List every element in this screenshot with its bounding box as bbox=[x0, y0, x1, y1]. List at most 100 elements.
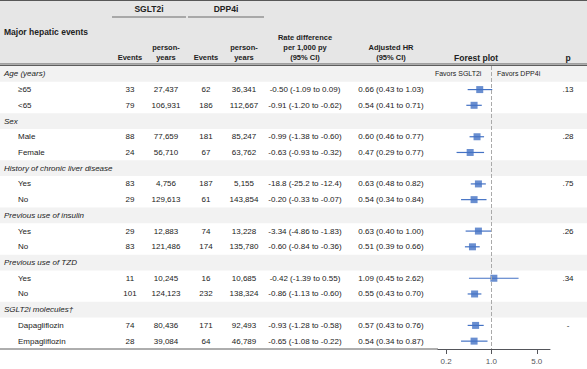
svg-text:-0.20 (-0.33 to -0.07): -0.20 (-0.33 to -0.07) bbox=[268, 195, 342, 204]
svg-text:.13: .13 bbox=[562, 85, 574, 94]
svg-text:4,756: 4,756 bbox=[156, 179, 177, 188]
svg-text:121,486: 121,486 bbox=[152, 242, 181, 251]
svg-text:10,685: 10,685 bbox=[232, 274, 257, 283]
svg-text:129,613: 129,613 bbox=[152, 195, 181, 204]
svg-text:0.54 (0.34 to 0.84): 0.54 (0.34 to 0.84) bbox=[358, 195, 424, 204]
svg-text:Events: Events bbox=[118, 53, 143, 62]
svg-text:79: 79 bbox=[126, 101, 135, 110]
svg-text:SGLT2i: SGLT2i bbox=[134, 4, 163, 14]
svg-text:0.47 (0.29 to 0.77): 0.47 (0.29 to 0.77) bbox=[358, 148, 424, 157]
svg-text:0.51 (0.39 to 0.66): 0.51 (0.39 to 0.66) bbox=[358, 242, 424, 251]
svg-text:Rate difference: Rate difference bbox=[278, 33, 332, 42]
svg-text:SGLT2i molecules†: SGLT2i molecules† bbox=[4, 305, 74, 314]
svg-text:per 1,000 py: per 1,000 py bbox=[283, 43, 327, 52]
svg-text:(95% CI): (95% CI) bbox=[290, 53, 320, 62]
svg-text:101: 101 bbox=[123, 289, 137, 298]
svg-text:0.66 (0.43 to 1.03): 0.66 (0.43 to 1.03) bbox=[358, 85, 424, 94]
svg-text:Yes: Yes bbox=[18, 227, 31, 236]
svg-text:63,762: 63,762 bbox=[232, 148, 257, 157]
svg-text:74: 74 bbox=[202, 227, 211, 236]
svg-text:.28: .28 bbox=[562, 132, 574, 141]
svg-text:11: 11 bbox=[126, 274, 135, 283]
svg-text:Previous use of insulin: Previous use of insulin bbox=[4, 211, 85, 220]
svg-text:.34: .34 bbox=[562, 274, 574, 283]
svg-text:13,228: 13,228 bbox=[232, 227, 257, 236]
svg-text:0.60 (0.46 to 0.77): 0.60 (0.46 to 0.77) bbox=[358, 132, 424, 141]
svg-text:85,247: 85,247 bbox=[232, 132, 257, 141]
svg-text:No: No bbox=[18, 289, 29, 298]
svg-text:No: No bbox=[18, 195, 29, 204]
svg-text:<65: <65 bbox=[18, 101, 32, 110]
svg-text:74: 74 bbox=[126, 321, 135, 330]
svg-text:0.63 (0.40 to 1.00): 0.63 (0.40 to 1.00) bbox=[358, 227, 424, 236]
svg-text:124,123: 124,123 bbox=[152, 289, 181, 298]
svg-text:5.0: 5.0 bbox=[531, 357, 543, 366]
svg-text:0.2: 0.2 bbox=[441, 357, 453, 366]
svg-text:77,659: 77,659 bbox=[154, 132, 179, 141]
svg-text:29: 29 bbox=[126, 195, 135, 204]
svg-text:62: 62 bbox=[202, 85, 211, 94]
svg-text:Dapagliflozin: Dapagliflozin bbox=[18, 321, 64, 330]
svg-text:Male: Male bbox=[18, 132, 36, 141]
svg-text:-0.93 (-1.28 to -0.58): -0.93 (-1.28 to -0.58) bbox=[268, 321, 342, 330]
svg-text:12,883: 12,883 bbox=[154, 227, 179, 236]
svg-text:10,245: 10,245 bbox=[154, 274, 179, 283]
svg-text:143,854: 143,854 bbox=[230, 195, 259, 204]
svg-text:-0.91 (-1.20 to -0.62): -0.91 (-1.20 to -0.62) bbox=[268, 101, 342, 110]
svg-text:Sex: Sex bbox=[4, 117, 19, 126]
svg-text:39,084: 39,084 bbox=[154, 337, 179, 346]
svg-text:232: 232 bbox=[199, 289, 213, 298]
svg-text:-0.60 (-0.84 to -0.36): -0.60 (-0.84 to -0.36) bbox=[268, 242, 342, 251]
svg-text:106,931: 106,931 bbox=[152, 101, 181, 110]
svg-text:-0.50 (-1.09 to 0.09): -0.50 (-1.09 to 0.09) bbox=[270, 85, 341, 94]
svg-text:67: 67 bbox=[202, 148, 211, 157]
svg-text:person-: person- bbox=[230, 43, 258, 52]
svg-text:135,780: 135,780 bbox=[230, 242, 259, 251]
svg-text:187: 187 bbox=[199, 179, 213, 188]
svg-text:DPP4i: DPP4i bbox=[214, 4, 239, 14]
svg-text:28: 28 bbox=[126, 337, 135, 346]
svg-text:-0.65 (-1.08 to -0.22): -0.65 (-1.08 to -0.22) bbox=[268, 337, 342, 346]
svg-text:83: 83 bbox=[126, 179, 135, 188]
svg-text:181: 181 bbox=[199, 132, 213, 141]
svg-text:-0.99 (-1.38 to -0.60): -0.99 (-1.38 to -0.60) bbox=[268, 132, 342, 141]
svg-text:80,436: 80,436 bbox=[154, 321, 179, 330]
svg-text:92,493: 92,493 bbox=[232, 321, 257, 330]
svg-text:p: p bbox=[565, 53, 570, 63]
svg-text:years: years bbox=[156, 53, 176, 62]
svg-text:0.54 (0.34 to 0.87): 0.54 (0.34 to 0.87) bbox=[358, 337, 424, 346]
svg-text:64: 64 bbox=[202, 337, 211, 346]
svg-text:Female: Female bbox=[18, 148, 45, 157]
svg-text:Major hepatic events: Major hepatic events bbox=[4, 27, 88, 37]
svg-text:-18.8 (-25.2 to -12.4): -18.8 (-25.2 to -12.4) bbox=[268, 179, 342, 188]
svg-text:5,155: 5,155 bbox=[234, 179, 255, 188]
svg-text:(95% CI): (95% CI) bbox=[376, 53, 406, 62]
svg-text:.26: .26 bbox=[562, 227, 574, 236]
svg-text:1.09 (0.45 to 2.62): 1.09 (0.45 to 2.62) bbox=[358, 274, 424, 283]
svg-text:1.0: 1.0 bbox=[486, 357, 498, 366]
svg-text:61: 61 bbox=[202, 195, 211, 204]
svg-text:88: 88 bbox=[126, 132, 135, 141]
svg-text:46,789: 46,789 bbox=[232, 337, 257, 346]
svg-text:person-: person- bbox=[152, 43, 180, 52]
svg-text:24: 24 bbox=[126, 148, 135, 157]
svg-text:16: 16 bbox=[202, 274, 211, 283]
svg-text:33: 33 bbox=[126, 85, 135, 94]
svg-text:.75: .75 bbox=[562, 179, 574, 188]
svg-text:-3.34 (-4.86 to -1.83): -3.34 (-4.86 to -1.83) bbox=[268, 227, 342, 236]
svg-text:0.63 (0.48 to 0.82): 0.63 (0.48 to 0.82) bbox=[358, 179, 424, 188]
svg-text:History of chronic liver disea: History of chronic liver disease bbox=[4, 164, 113, 173]
svg-text:56,710: 56,710 bbox=[154, 148, 179, 157]
svg-text:186: 186 bbox=[199, 101, 213, 110]
svg-text:36,341: 36,341 bbox=[232, 85, 257, 94]
svg-text:0.57 (0.43 to 0.76): 0.57 (0.43 to 0.76) bbox=[358, 321, 424, 330]
svg-text:-0.42 (-1.39 to 0.55): -0.42 (-1.39 to 0.55) bbox=[270, 274, 341, 283]
svg-text:years: years bbox=[234, 53, 254, 62]
svg-text:171: 171 bbox=[199, 321, 213, 330]
svg-text:29: 29 bbox=[126, 227, 135, 236]
svg-text:83: 83 bbox=[126, 242, 135, 251]
svg-text:Favors SGLT2i: Favors SGLT2i bbox=[435, 70, 482, 77]
svg-text:No: No bbox=[18, 242, 29, 251]
svg-text:112,667: 112,667 bbox=[230, 101, 259, 110]
svg-text:0.54 (0.41 to 0.71): 0.54 (0.41 to 0.71) bbox=[358, 101, 424, 110]
